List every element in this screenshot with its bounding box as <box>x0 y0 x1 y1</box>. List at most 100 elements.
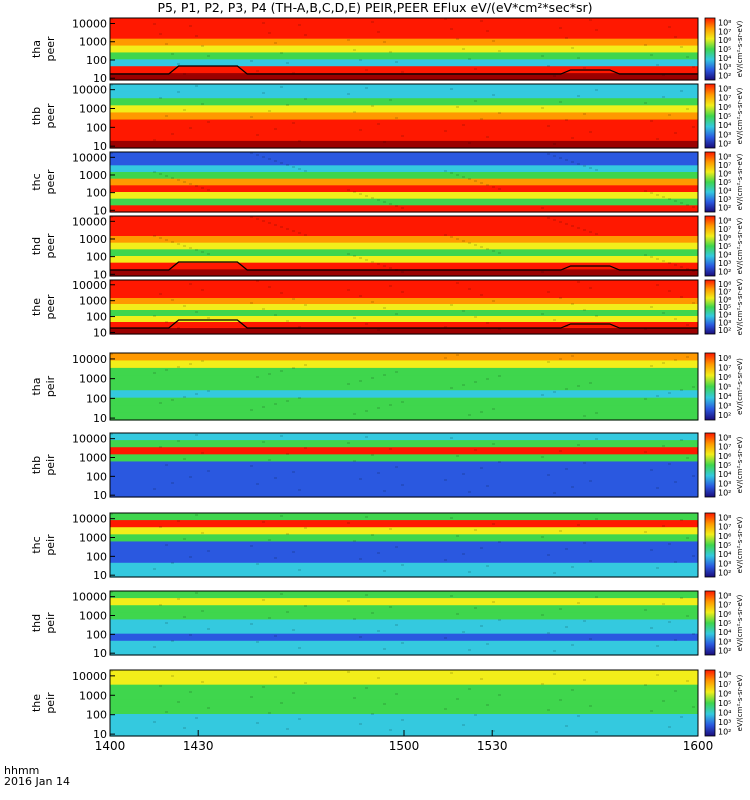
thc-peer-noise <box>589 167 592 169</box>
the-peir-noise <box>565 725 568 727</box>
the-peir-noise <box>583 679 586 681</box>
thd-peir-noise <box>498 619 501 621</box>
thb-peer-label: peer <box>44 103 57 129</box>
thd-peer-noise <box>468 242 471 244</box>
the-peer-noise <box>692 302 695 304</box>
thb-peer-noise <box>450 88 453 90</box>
thc-peer-noise <box>668 198 671 200</box>
thd-peir-noise <box>195 592 198 594</box>
tha-peir-ytick-label: 10000 <box>72 353 107 366</box>
thd-peir-noise <box>365 594 368 596</box>
thc-peer-band <box>110 198 698 206</box>
the-peer-colorbar <box>704 279 716 335</box>
thc-peir-noise <box>462 553 465 555</box>
thd-peer-noise <box>268 222 271 224</box>
thc-peir-noise <box>171 562 174 564</box>
the-peer-noise <box>286 320 289 322</box>
thd-peir-noise <box>480 625 483 627</box>
the-peir-noise <box>292 692 295 694</box>
thd-peir-noise <box>359 636 362 638</box>
thd-peir-noise <box>444 637 447 639</box>
thc-peer-noise <box>153 171 156 173</box>
tha-peer-noise <box>359 59 362 61</box>
thd-peer-noise <box>656 258 659 260</box>
thb-peir-noise <box>383 490 386 492</box>
thc-peir-noise <box>595 518 598 520</box>
tha-peer-noise <box>165 43 168 45</box>
thb-peir-frame <box>109 432 699 498</box>
thb-peer-noise <box>165 115 168 117</box>
thd-peir-noise <box>577 602 580 604</box>
the-peer-noise <box>589 287 592 289</box>
thd-peer-band <box>110 229 698 237</box>
thb-peer-noise <box>195 85 198 87</box>
thc-peer-noise <box>250 152 253 154</box>
thd-peir-noise <box>353 618 356 620</box>
thd-peer-noise <box>547 217 550 219</box>
the-peir-noise <box>189 691 192 693</box>
tha-peer-noise <box>347 39 350 41</box>
thd-peir-noise <box>292 629 295 631</box>
tha-peir-noise <box>456 354 459 356</box>
tha-peer-noise <box>662 74 665 76</box>
thb-peir-noise <box>280 435 283 437</box>
the-peir-colorbar-tick: 10⁶ <box>718 690 731 699</box>
thc-peer-colorbar-tick: 10⁸ <box>718 152 731 161</box>
thb-peer-noise <box>492 94 495 96</box>
tha-peir-noise <box>480 411 483 413</box>
tha-peer-noise <box>547 65 550 67</box>
thd-peer-noise <box>389 267 392 269</box>
the-peer-noise <box>201 289 204 291</box>
thb-peir-noise <box>680 439 683 441</box>
the-peer-noise <box>165 321 168 323</box>
thb-peir-noise <box>250 465 253 467</box>
thd-peir-noise <box>389 606 392 608</box>
thd-peer-noise <box>201 251 204 253</box>
the-peir-noise <box>401 719 404 721</box>
tha-peir-noise <box>377 407 380 409</box>
tha-peer-noise <box>450 28 453 30</box>
thb-peir-noise <box>668 463 671 465</box>
tha-peir-band <box>110 360 698 369</box>
tha-peir-noise <box>650 365 653 367</box>
tha-peir-noise <box>662 362 665 364</box>
tha-peer-colorbar-tick: 10⁵ <box>718 45 731 54</box>
thd-peer-noise <box>668 262 671 264</box>
thd-peir-noise <box>395 624 398 626</box>
thd-peer-noise <box>250 216 253 218</box>
thd-peir-noise <box>559 608 562 610</box>
thd-peir-colorbar-label: eV/(cm²-s-sr-eV) <box>736 594 744 651</box>
the-peer-noise <box>541 313 544 315</box>
thd-peir-noise <box>674 639 677 641</box>
thc-peir-noise <box>680 519 683 521</box>
thd-peir-noise <box>583 620 586 622</box>
thd-peir-noise <box>201 610 204 612</box>
thd-peer-band <box>110 256 698 264</box>
the-peer-ytick-label: 100 <box>86 311 107 324</box>
thc-peer-noise <box>444 170 447 172</box>
the-peir-noise <box>692 706 695 708</box>
tha-peer-noise <box>262 22 265 24</box>
thb-peir-noise <box>189 476 192 478</box>
thb-peir-noise <box>492 443 495 445</box>
tha-peir-noise <box>292 367 295 369</box>
thd-peer-noise <box>371 261 374 263</box>
the-peer-noise <box>389 285 392 287</box>
thd-peir-ytick-label: 10 <box>93 647 107 660</box>
thd-peir-noise <box>262 599 265 601</box>
the-peir-noise <box>201 681 204 683</box>
thd-peir-band <box>110 591 698 599</box>
thc-peir-noise <box>183 538 186 540</box>
thc-peir-noise <box>450 517 453 519</box>
thd-peir-noise <box>692 633 695 635</box>
thb-peer-noise <box>377 123 380 125</box>
tha-peir-noise <box>183 396 186 398</box>
thb-peer-noise <box>286 104 289 106</box>
thb-peer-band <box>110 105 698 114</box>
the-peer-noise <box>680 296 683 298</box>
tha-peer-noise <box>498 50 501 52</box>
the-peer-colorbar-tick: 10⁷ <box>718 288 731 297</box>
thb-peir-noise <box>577 444 580 446</box>
the-peir-noise <box>668 726 671 728</box>
thb-peir-ytick-label: 1000 <box>79 452 107 465</box>
